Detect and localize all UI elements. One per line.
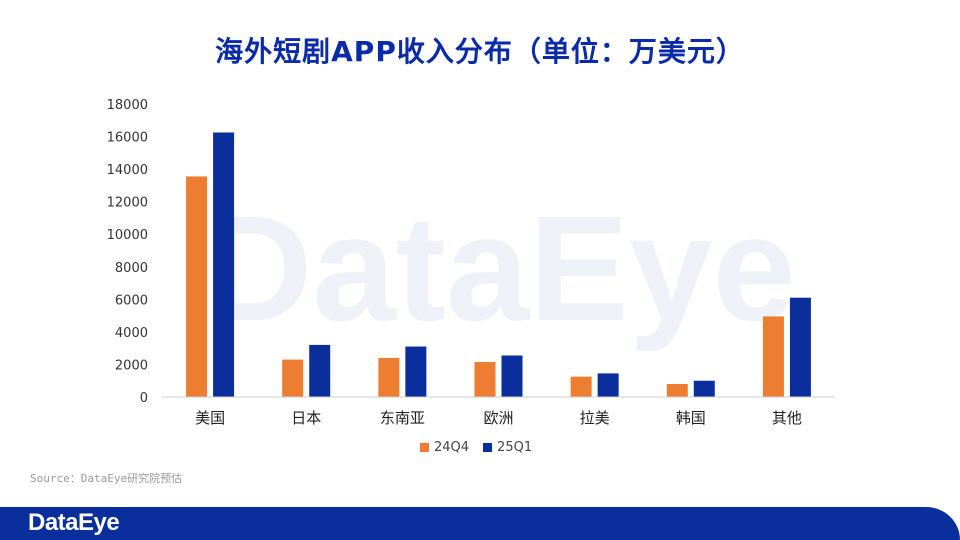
x-category-label: 欧洲	[483, 409, 513, 427]
legend-item-24q4: 24Q4	[420, 440, 469, 455]
bar-24q4-3	[474, 362, 496, 397]
y-tick-label: 8000	[115, 261, 148, 276]
y-tick-label: 0	[140, 391, 148, 406]
legend-swatch-24q4	[420, 443, 429, 452]
y-tick-label: 10000	[107, 228, 148, 243]
legend: 24Q4 25Q1	[420, 440, 532, 455]
bars	[186, 132, 811, 397]
bar-25q1-2	[405, 346, 427, 397]
bar-24q4-6	[762, 316, 784, 397]
bar-24q4-4	[570, 376, 592, 397]
bar-25q1-0	[213, 132, 235, 397]
bar-24q4-2	[378, 357, 400, 397]
y-tick-label: 12000	[107, 196, 148, 211]
bar-25q1-4	[597, 373, 619, 397]
bar-25q1-5	[693, 380, 715, 397]
x-category-label: 日本	[291, 409, 321, 427]
y-tick-label: 6000	[115, 293, 148, 308]
bar-24q4-0	[186, 176, 208, 397]
y-tick-label: 4000	[115, 326, 148, 341]
bar-25q1-6	[789, 297, 811, 397]
legend-label-25q1: 25Q1	[497, 440, 533, 455]
y-axis: 0 2000 4000 6000 8000 10000 12000 14000 16000 180…	[107, 98, 148, 406]
x-category-label: 东南亚	[380, 409, 425, 427]
legend-item-25q1: 25Q1	[483, 440, 532, 455]
x-category-label: 美国	[195, 409, 225, 427]
x-category-label: 韩国	[676, 409, 706, 427]
footer-bar: DataEye	[0, 507, 960, 540]
y-tick-label: 2000	[115, 358, 148, 373]
x-category-label: 其他	[772, 409, 802, 427]
x-category-label: 拉美	[580, 409, 610, 427]
legend-label-24q4: 24Q4	[434, 440, 470, 455]
bar-24q4-5	[666, 383, 688, 397]
y-tick-label: 14000	[107, 163, 148, 178]
y-tick-label: 16000	[107, 131, 148, 146]
y-tick-label: 18000	[107, 98, 148, 113]
legend-swatch-25q1	[483, 443, 493, 452]
svg-text:DataEye: DataEye	[204, 184, 796, 352]
x-axis: 美国 日本 东南亚 欧洲 拉美 韩国 其他	[195, 409, 802, 427]
bar-25q1-3	[501, 355, 523, 397]
brand-logo: DataEye	[28, 509, 120, 536]
bar-24q4-1	[282, 359, 304, 397]
source-note: Source：DataEye研究院预估	[30, 472, 183, 485]
bar-25q1-1	[309, 344, 331, 397]
chart-title: 海外短剧APP收入分布（单位：万美元）	[215, 35, 745, 68]
